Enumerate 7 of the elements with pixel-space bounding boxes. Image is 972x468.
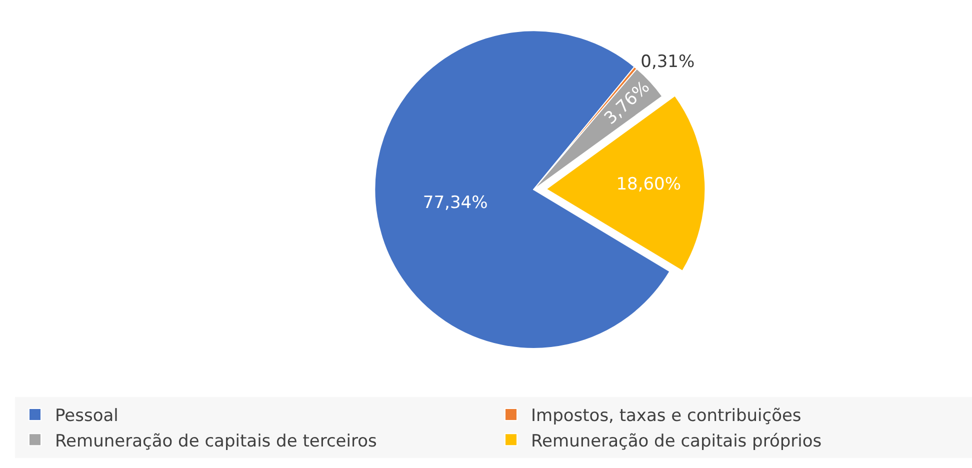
data-label: 0,31% <box>640 52 695 72</box>
data-label: 18,60% <box>616 174 682 195</box>
legend-label: Impostos, taxas e contribuições <box>531 406 802 426</box>
data-label: 77,34% <box>422 193 488 214</box>
legend-label: Pessoal <box>55 406 118 426</box>
legend-label: Remuneração de capitais próprios <box>531 431 822 452</box>
legend-label: Remuneração de capitais de terceiros <box>55 431 377 452</box>
